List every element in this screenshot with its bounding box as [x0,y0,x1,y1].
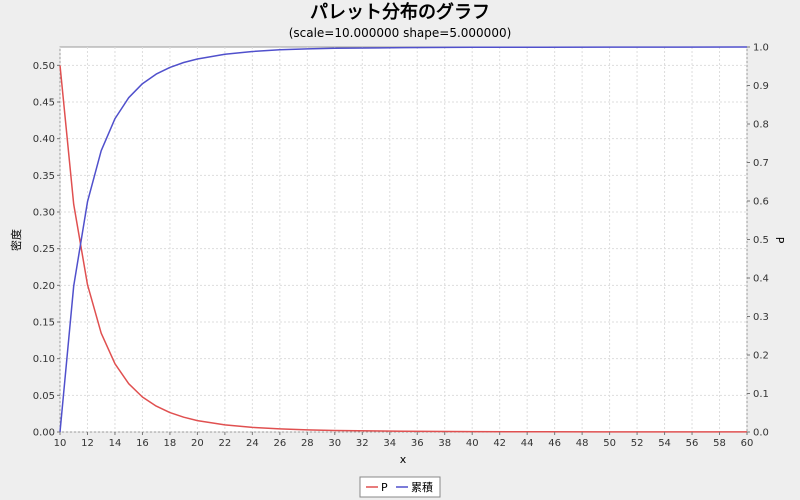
x-tick-label: 58 [713,438,726,449]
y-axis-left-label: 密度 [9,229,23,251]
x-tick-label: 52 [631,438,644,449]
x-tick-label: 50 [603,438,616,449]
y-right-tick-label: 0.2 [753,351,769,362]
y-left-tick-label: 0.50 [33,61,55,72]
y-right-tick-label: 0.6 [753,197,769,208]
y-right-tick-label: 1.0 [753,43,769,54]
x-axis-label: x [400,453,407,466]
x-tick-label: 20 [191,438,204,449]
x-tick-label: 30 [328,438,341,449]
y-right-tick-label: 0.7 [753,158,769,169]
x-tick-label: 12 [81,438,94,449]
y-left-tick-label: 0.20 [33,281,55,292]
y-left-tick-label: 0.30 [33,208,55,219]
x-axis-ticks: 10 12 14 16 18 20 22 24 26 28 30 32 34 36 38 40 42 44 46 48… [54,432,754,449]
x-tick-label: 40 [466,438,479,449]
y-left-tick-label: 0.05 [33,391,55,402]
series-layer [59,46,748,433]
y-left-tick-label: 0.10 [33,354,55,365]
plot-area [59,46,748,433]
y-left-tick-label: 0.15 [33,318,55,329]
y-left-tick-label: 0.40 [33,134,55,145]
x-tick-label: 10 [54,438,67,449]
y-right-tick-label: 0.0 [753,428,769,439]
x-tick-label: 38 [438,438,451,449]
x-tick-label: 26 [273,438,286,449]
x-tick-label: 32 [356,438,369,449]
x-tick-label: 42 [493,438,506,449]
x-tick-label: 22 [219,438,232,449]
y-right-tick-label: 0.8 [753,120,769,131]
y-axis-right-label: P [773,237,786,244]
y-right-tick-label: 0.4 [753,274,769,285]
x-tick-label: 16 [136,438,149,449]
legend: P 累積 [359,476,441,498]
y-right-tick-label: 0.9 [753,81,769,92]
x-tick-label: 46 [548,438,561,449]
legend-label-cumulative: 累積 [411,480,433,494]
chart-title: パレット分布のグラフ [310,1,490,23]
x-tick-label: 56 [686,438,699,449]
x-tick-label: 60 [741,438,754,449]
y-right-tick-label: 0.5 [753,235,769,246]
x-tick-label: 18 [164,438,177,449]
x-tick-label: 28 [301,438,314,449]
y-axis-right-ticks: 0.0 0.1 0.2 0.3 0.4 0.5 0.6 0.7 0.8 0.9 1.0 [747,43,769,439]
x-tick-label: 34 [383,438,396,449]
x-tick-label: 48 [576,438,589,449]
x-tick-label: 24 [246,438,259,449]
series-line-cumulative [59,46,748,433]
y-right-tick-label: 0.1 [753,389,769,400]
chart-subtitle: (scale=10.000000 shape=5.000000) [289,26,512,40]
y-left-tick-label: 0.25 [33,244,55,255]
y-left-tick-label: 0.00 [33,428,55,439]
y-axis-left-ticks: 0.00 0.05 0.10 0.15 0.20 0.25 0.30 0.35 0.40 0.45… [33,61,60,439]
y-left-tick-label: 0.45 [33,98,55,109]
x-tick-label: 36 [411,438,424,449]
x-tick-label: 54 [658,438,671,449]
x-tick-label: 14 [109,438,122,449]
x-tick-label: 44 [521,438,534,449]
legend-label-p: P [381,481,388,494]
series-line-p [59,65,747,433]
y-left-tick-label: 0.35 [33,171,55,182]
y-right-tick-label: 0.3 [753,312,769,323]
